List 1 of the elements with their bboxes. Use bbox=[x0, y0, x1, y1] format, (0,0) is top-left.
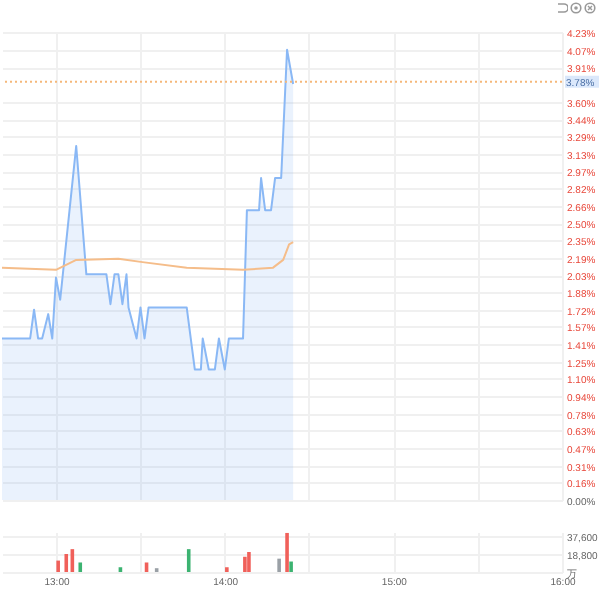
line-series bbox=[1, 241, 295, 271]
